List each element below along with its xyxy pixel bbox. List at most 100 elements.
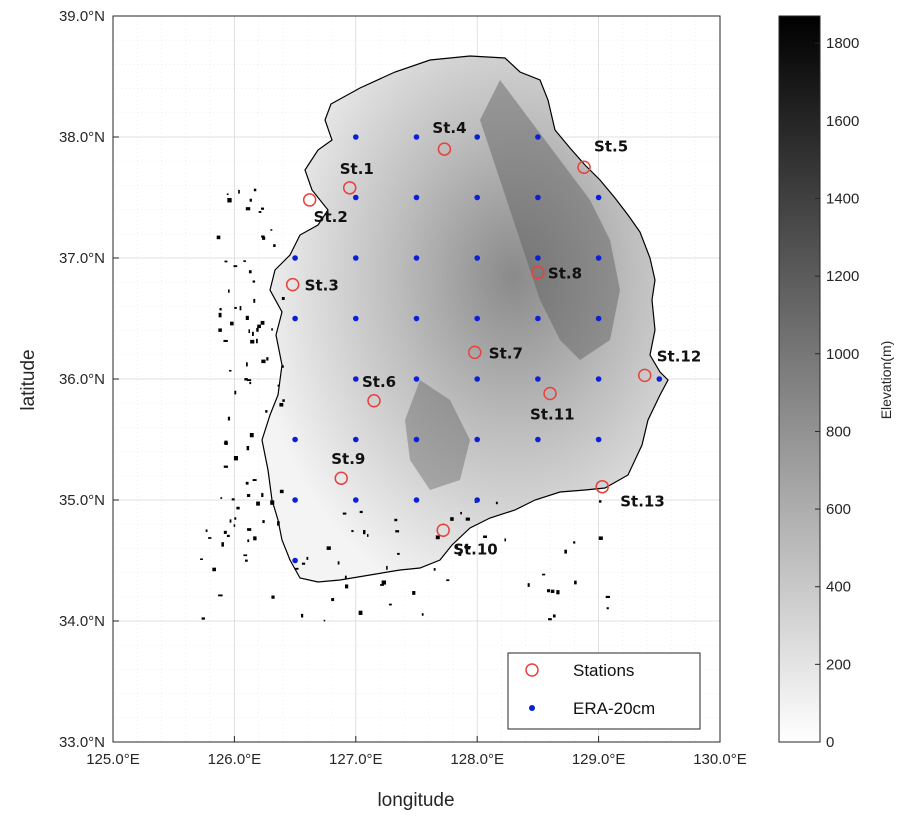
island-speck	[216, 235, 221, 240]
island-speck	[262, 520, 265, 524]
x-axis-ticks: 125.0°E 126.0°E 127.0°E 128.0°E 129.0°E 130.0…	[86, 736, 747, 768]
station-marker	[468, 345, 482, 360]
island-speck	[394, 518, 398, 522]
era-point	[413, 436, 420, 443]
island-speck	[245, 315, 249, 321]
island-speck	[279, 489, 284, 494]
island-speck	[483, 535, 487, 539]
island-speck	[466, 547, 471, 550]
island-speck	[239, 306, 242, 311]
island-speck	[546, 589, 551, 593]
island-speck	[548, 618, 552, 621]
era-point	[474, 315, 481, 322]
island-speck	[606, 607, 609, 610]
era-point	[292, 255, 298, 261]
island-speck	[223, 465, 228, 468]
island-speck	[247, 539, 250, 543]
island-speck	[527, 583, 530, 587]
island-speck	[223, 530, 227, 534]
island-speck	[233, 524, 236, 527]
island-speck	[249, 381, 252, 385]
era-point	[413, 134, 420, 140]
colorbar-tick-label: 600	[826, 501, 851, 518]
station-label: St.6	[362, 373, 396, 391]
island-speck	[253, 298, 256, 303]
island-speck	[218, 312, 222, 318]
legend: Stations ERA-20cm	[507, 652, 701, 730]
era-point	[535, 315, 541, 322]
island-speck	[446, 579, 450, 582]
island-speck	[226, 193, 229, 196]
island-speck	[282, 365, 284, 368]
island-speck	[266, 357, 269, 361]
island-speck	[433, 568, 436, 571]
station-label: St.8	[548, 265, 582, 283]
island-speck	[243, 260, 247, 262]
island-speck	[245, 481, 249, 485]
era-point	[474, 436, 481, 443]
station-marker	[543, 386, 557, 401]
island-speck	[277, 521, 280, 526]
y-tick-label: 39.0°N	[59, 8, 105, 25]
x-axis-label: longitude	[377, 790, 454, 811]
colorbar-tick-label: 1400	[826, 190, 859, 207]
station-label: St.5	[594, 137, 628, 155]
island-speck	[323, 619, 326, 622]
island-speck	[230, 321, 234, 326]
station-marker	[531, 265, 545, 280]
island-speck	[233, 455, 238, 461]
island-speck	[458, 551, 462, 556]
island-speck	[271, 328, 273, 331]
island-speck	[252, 280, 256, 283]
mountain-ridge-south	[405, 380, 470, 490]
y-tick-label: 33.0°N	[59, 734, 105, 751]
legend-era-marker	[529, 705, 535, 711]
era-point	[413, 497, 420, 503]
island-speck	[388, 603, 392, 606]
island-speck	[256, 501, 260, 506]
island-speck	[495, 501, 498, 505]
era-point	[535, 255, 541, 261]
x-tick-label: 128.0°E	[450, 751, 504, 768]
era-point	[413, 255, 420, 261]
station-marker	[637, 368, 652, 383]
island-speck	[381, 580, 387, 585]
island-speck	[247, 528, 252, 531]
colorbar-tick-label: 200	[826, 656, 851, 673]
era-points	[292, 134, 663, 564]
island-speck	[301, 613, 304, 618]
colorbar-tick-label: 1800	[826, 35, 859, 52]
island-speck	[201, 617, 205, 620]
island-speck	[248, 270, 252, 274]
colorbar-tick-label: 0	[826, 734, 834, 751]
island-speck	[250, 339, 255, 344]
island-speck	[504, 538, 507, 542]
y-axis-ticks: 33.0°N 34.0°N 35.0°N 36.0°N 37.0°N 38.0°N 39.0…	[59, 8, 119, 751]
island-speck	[234, 517, 237, 520]
island-speck	[342, 512, 347, 515]
station-label: St.4	[432, 119, 466, 137]
island-speck	[223, 339, 228, 342]
island-speck	[219, 308, 222, 311]
island-speck	[306, 556, 309, 560]
era-point	[353, 376, 359, 382]
station-marker	[342, 181, 357, 195]
island-speck	[244, 378, 248, 381]
era-point	[535, 134, 541, 140]
island-speck	[224, 260, 228, 263]
era-point	[535, 376, 541, 382]
island-speck	[236, 506, 240, 510]
y-axis-label: latitude	[18, 349, 39, 410]
island-speck	[359, 510, 363, 514]
island-speck	[253, 536, 257, 541]
y-tick-label: 38.0°N	[59, 129, 105, 146]
island-speck	[337, 561, 340, 565]
stations: St.1 St.2 St.3 St.4 St.5 St.6 St.7 St.8 St.9 St.1…	[285, 119, 701, 558]
era-point	[595, 376, 602, 382]
island-speck	[224, 440, 228, 446]
era-point	[474, 134, 481, 140]
y-tick-label: 36.0°N	[59, 371, 105, 388]
island-speck	[208, 537, 212, 539]
island-speck	[231, 498, 235, 501]
islands	[200, 188, 611, 622]
